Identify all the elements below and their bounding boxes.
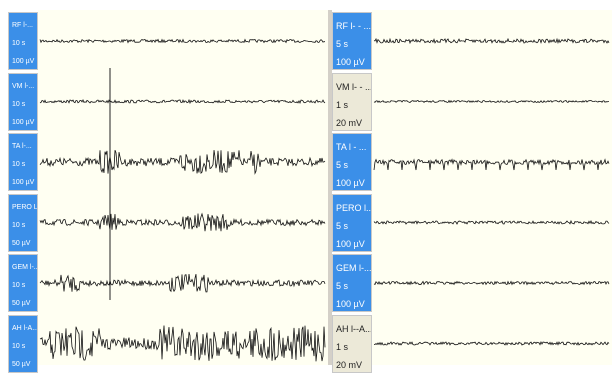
- signal-trace: [373, 99, 610, 104]
- signal-trace: [39, 212, 326, 232]
- channel-label[interactable]: TA l-... 10 s 100 µV: [8, 133, 38, 191]
- channel-name: GEM l-...: [336, 263, 372, 273]
- channel-name: GEM l-...: [12, 264, 38, 271]
- signal-trace: [39, 325, 326, 362]
- channel-name: VM l- - ...: [336, 81, 372, 92]
- channel-label[interactable]: PERO L... 10 s 50 µV: [8, 193, 38, 252]
- channel-name: PERO l...: [336, 202, 372, 213]
- channel-name: RF l- - ...: [336, 21, 371, 31]
- signal-trace: [373, 37, 610, 45]
- channel-duration: 10 s: [12, 342, 26, 350]
- channel-duration: 10 s: [12, 40, 26, 47]
- channel-label[interactable]: AH l-A... 10 s 50 µV: [8, 314, 38, 373]
- signal-trace: [373, 340, 610, 346]
- channel-scale: 50 µV: [12, 300, 31, 307]
- channel-duration: 10 s: [12, 100, 26, 108]
- channel-label[interactable]: RF l- - ... 5 s 100 µV: [332, 12, 372, 70]
- channel-scale: 100 µV: [336, 238, 365, 249]
- traces: [39, 37, 610, 362]
- channel-name: AH l-A...: [12, 324, 38, 332]
- channel-duration: 5 s: [336, 281, 349, 291]
- channel-scale: 20 mV: [336, 359, 363, 370]
- channel-name: TA l - ...: [336, 142, 367, 152]
- signal-trace: [373, 219, 610, 225]
- channel-duration: 10 s: [12, 282, 26, 289]
- channel-duration: 10 s: [12, 161, 26, 168]
- channel-scale: 100 µV: [336, 57, 365, 67]
- signal-trace: [373, 158, 610, 171]
- channel-name: PERO L...: [12, 203, 38, 211]
- channel-scale: 50 µV: [12, 239, 31, 247]
- signal-trace: [39, 98, 326, 105]
- signal-trace: [373, 280, 610, 286]
- channel-duration: 10 s: [12, 221, 26, 229]
- signal-trace: [39, 38, 326, 44]
- channel-name: TA l-...: [12, 143, 32, 150]
- channel-duration: 1 s: [336, 341, 349, 352]
- emg-viewer: (() => { const data = JSON.parse(documen…: [8, 10, 612, 373]
- channel-duration: 5 s: [336, 160, 349, 170]
- signal-trace: [39, 150, 326, 175]
- channel-duration: 5 s: [336, 220, 349, 231]
- right-trace-area: [372, 10, 612, 365]
- channel-name: AH l--A...: [336, 323, 372, 334]
- channel-label[interactable]: RF l-... 10 s 100 µV: [8, 12, 38, 70]
- channel-scale: 100 µV: [12, 179, 35, 186]
- channel-label[interactable]: AH l--A... 1 s 20 mV: [332, 314, 372, 373]
- channel-label[interactable]: VM l- - ... 1 s 20 mV: [332, 72, 372, 131]
- channel-duration: 5 s: [336, 39, 349, 49]
- channel-label[interactable]: GEM l-... 10 s 50 µV: [8, 254, 38, 312]
- channel-scale: 20 mV: [336, 117, 363, 128]
- splitter: [328, 10, 332, 365]
- left-trace-area: [38, 10, 328, 365]
- channel-label[interactable]: GEM l-... 5 s 100 µV: [332, 254, 372, 312]
- channel-label[interactable]: PERO l... 5 s 100 µV: [332, 193, 372, 252]
- channel-name: VM l-...: [12, 82, 35, 90]
- signal-trace: [39, 273, 326, 293]
- channel-scale: 100 µV: [12, 58, 35, 65]
- channel-scale: 50 µV: [12, 360, 31, 368]
- channel-name: RF l-...: [12, 22, 33, 29]
- channel-scale: 100 µV: [12, 118, 35, 126]
- channel-scale: 100 µV: [336, 299, 365, 309]
- channel-duration: 1 s: [336, 99, 349, 110]
- channel-label[interactable]: VM l-... 10 s 100 µV: [8, 72, 38, 131]
- channel-label[interactable]: TA l - ... 5 s 100 µV: [332, 133, 372, 191]
- channel-scale: 100 µV: [336, 178, 365, 188]
